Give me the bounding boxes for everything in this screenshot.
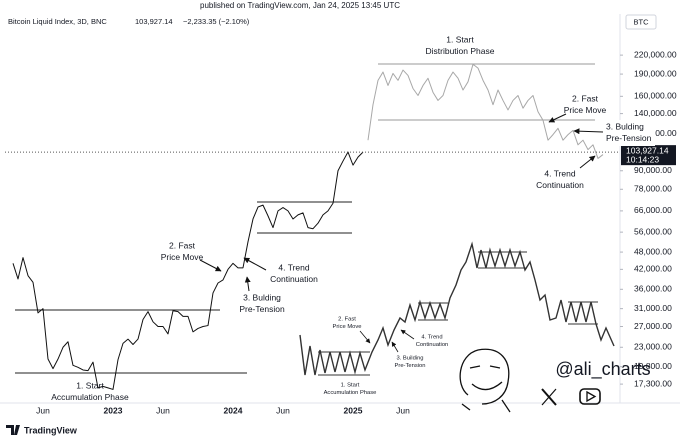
annotation-text: Continuation	[270, 274, 318, 284]
annotation-text: 2. Fast	[572, 93, 599, 103]
annotation-text: 1. Start	[446, 34, 474, 44]
annotation-arrow	[244, 276, 251, 292]
annotation-arrow	[199, 259, 222, 272]
inset-annotation-text: Continuation	[416, 342, 449, 348]
inset-schematic	[299, 241, 615, 376]
symbol-change: −2,233.35 (−2.10%)	[183, 17, 250, 26]
y-tick-label: 140,000.00	[634, 108, 677, 118]
inset-annotation-text: 1. Start	[341, 383, 360, 389]
y-tick-label: 78,000.00	[634, 184, 672, 194]
y-tick-label: 90,000.00	[634, 165, 672, 175]
currency-box	[625, 14, 657, 30]
x-tick-label: Jun	[36, 405, 50, 415]
y-tick-label: 160,000.00	[634, 91, 677, 101]
annotation-bg	[603, 120, 655, 146]
inset-annotation-text: Price Move	[333, 324, 362, 330]
y-tick-label: 31,000.00	[634, 303, 672, 313]
annotation-text: Price Move	[161, 252, 204, 262]
face-neck	[461, 399, 511, 413]
youtube-logo	[579, 388, 601, 405]
brand-logo	[6, 425, 20, 435]
price-line	[12, 151, 364, 390]
y-tick-label: 48,000.00	[634, 246, 672, 256]
y-tick-label: 23,000.00	[634, 342, 672, 352]
brand-name: TradingView	[24, 425, 78, 435]
brand: TradingView	[6, 425, 78, 435]
y-tick-label: 19,800.00	[634, 361, 672, 371]
symbol-title: Bitcoin Liquid Index, 3D, BNC	[8, 17, 107, 26]
x-tick-label: 2025	[344, 405, 363, 415]
x-tick-label: Jun	[396, 405, 410, 415]
y-tick-label: 42,000.00	[634, 264, 672, 274]
inset-annotation-text: Pre-Tension	[395, 363, 426, 369]
inset-arrow	[391, 341, 399, 353]
inset-path	[299, 241, 615, 376]
annotation-arrow	[579, 155, 596, 169]
last-price-label: 103,927.14	[626, 145, 669, 155]
inset-arrow	[359, 330, 371, 344]
price-line	[367, 63, 604, 159]
y-tick-label: 36,000.00	[634, 284, 672, 294]
symbol-price: 103,927.14	[135, 17, 173, 26]
x-tick-label: Jun	[276, 405, 290, 415]
annotation-text: 1. Start	[76, 380, 104, 390]
y-tick-label: 27,000.00	[634, 321, 672, 331]
x-tick-label: Jun	[156, 405, 170, 415]
publish-note: published on TradingView.com, Jan 24, 20…	[200, 1, 400, 10]
annotation-text: Distribution Phase	[426, 46, 495, 56]
annotation-text: 3. Bulding	[606, 121, 644, 131]
face-brows	[469, 365, 501, 369]
countdown: 10:14:23	[626, 154, 659, 164]
annotation-arrow	[243, 257, 267, 271]
inset-annotation-text: 3. Building	[396, 356, 423, 362]
y-tick-label: 56,000.00	[634, 226, 672, 236]
youtube-play	[586, 390, 597, 403]
annotation-text: Pre-Tension	[606, 133, 652, 143]
annotation-text: Continuation	[536, 180, 584, 190]
face-mouth	[471, 381, 503, 391]
x-logo-stroke	[541, 388, 557, 406]
y-tick-label: 120,000.00	[634, 128, 677, 138]
series	[5, 63, 620, 390]
annotation-text: 4. Trend	[278, 262, 309, 272]
currency: BTC	[634, 17, 650, 26]
y-tick-label: 17,300.00	[634, 378, 672, 388]
range-levels	[15, 63, 595, 374]
inset-annotation-text: 4. Trend	[421, 335, 442, 341]
annotation-text: Price Move	[564, 105, 607, 115]
y-tick-label: 220,000.00	[634, 49, 677, 59]
y-tick-label: 190,000.00	[634, 68, 677, 78]
annotation-text: 2. Fast	[169, 240, 196, 250]
x-tick-label: 2024	[224, 405, 243, 415]
y-tick-label: 66,000.00	[634, 205, 672, 215]
x-tick-label: 2023	[104, 405, 123, 415]
annotation-text: Accumulation Phase	[51, 392, 129, 402]
inset-annotation-text: 2. Fast	[338, 317, 356, 323]
youtube-frame	[579, 388, 601, 405]
avatar	[459, 348, 511, 413]
inset-arrow	[400, 329, 415, 340]
annotation-arrow	[573, 128, 604, 135]
axes: 220,000.00 190,000.00 160,000.00 140,000.00…	[36, 49, 677, 415]
face-outline	[459, 348, 510, 405]
watermark: @ali_charts	[555, 359, 650, 380]
annotation-arrow	[548, 113, 567, 123]
inset-annotation-text: Accumulation Phase	[324, 390, 377, 396]
annotation-text: Pre-Tension	[239, 304, 285, 314]
annotation-text: 3. Bulding	[243, 292, 281, 302]
last-price-box	[621, 145, 676, 166]
annotation-text: 4. Trend	[544, 168, 575, 178]
x-logo	[541, 388, 557, 406]
